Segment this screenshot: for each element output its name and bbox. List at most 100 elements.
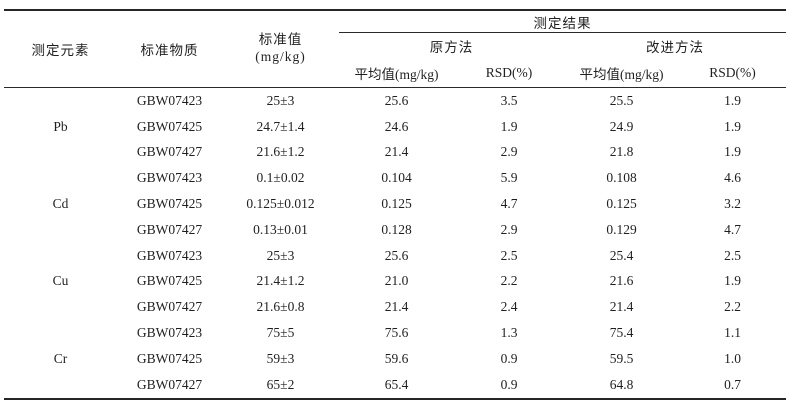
- material-cell: GBW07427: [136, 299, 203, 315]
- orig-mean-cell: 59.6: [384, 350, 409, 366]
- material-cell: GBW07425: [136, 273, 203, 289]
- header-row-sublabels: 平均值(mg/kg) RSD(%) 平均值(mg/kg) RSD(%): [4, 59, 786, 88]
- orig-mean-cell: 0.104: [381, 170, 412, 186]
- orig-mean-cell: 25.6: [384, 247, 409, 263]
- impr-mean-cell: 0.129: [606, 221, 637, 237]
- orig-rsd-cell: 2.2: [500, 273, 518, 289]
- impr-mean-cell: 24.9: [609, 118, 634, 134]
- standard-value-cell: 25±3: [266, 92, 295, 108]
- material-cell: GBW07423: [136, 325, 203, 341]
- material-cell: GBW07425: [136, 196, 203, 212]
- element-cell: Pb: [53, 118, 68, 134]
- material-cell: GBW07423: [136, 92, 203, 108]
- impr-rsd-cell: 1.1: [724, 325, 741, 341]
- orig-mean-cell: 24.6: [384, 118, 409, 134]
- impr-rsd-cell: 1.0: [724, 350, 741, 366]
- standard-value-cell: 25±3: [266, 247, 295, 263]
- col-header-orig-mean: 平均值(mg/kg): [339, 59, 454, 88]
- table-row: Cr GBW07423 75±5 75.6 1.3 75.4 1.1: [4, 320, 786, 366]
- impr-rsd-cell: 4.6: [724, 170, 741, 186]
- table-row: GBW07427 21.6±1.2 21.4 2.9 21.8 1.9: [4, 140, 786, 166]
- orig-rsd-cell: 3.5: [500, 92, 518, 108]
- table-row: GBW07425 0.125±0.012 0.125 4.7 0.125 3.2: [4, 191, 786, 217]
- table-row: GBW07425 24.7±1.4 24.6 1.9 24.9 1.9: [4, 114, 786, 140]
- table-row: GBW07425 59±3 59.6 0.9 59.5 1.0: [4, 346, 786, 372]
- orig-rsd-cell: 2.9: [500, 144, 518, 160]
- orig-mean-cell: 75.6: [384, 325, 409, 341]
- impr-mean-cell: 0.108: [606, 170, 637, 186]
- standard-value-cell: 0.125±0.012: [246, 196, 315, 212]
- orig-rsd-cell: 4.7: [500, 196, 518, 212]
- orig-rsd-cell: 1.3: [500, 325, 518, 341]
- material-cell: GBW07427: [136, 376, 203, 392]
- material-cell: GBW07423: [136, 247, 203, 263]
- table-row: GBW07427 0.13±0.01 0.128 2.9 0.129 4.7: [4, 217, 786, 243]
- orig-rsd-cell: 0.9: [500, 376, 518, 392]
- col-header-material: 标准物质: [117, 10, 222, 88]
- orig-mean-cell: 21.4: [384, 299, 409, 315]
- standard-value-cell: 75±5: [266, 325, 295, 341]
- impr-rsd-cell: 2.5: [724, 247, 741, 263]
- standard-value-cell: 24.7±1.4: [256, 118, 305, 134]
- orig-mean-cell: 65.4: [384, 376, 409, 392]
- col-header-orig-rsd: RSD(%): [454, 59, 564, 88]
- impr-mean-cell: 21.8: [609, 144, 634, 160]
- col-header-standard-value: 标准值 (mg/kg): [222, 10, 339, 88]
- table-row: Cu GBW07423 25±3 25.6 2.5 25.4 2.5: [4, 243, 786, 289]
- standard-value-line2: (mg/kg): [255, 49, 306, 64]
- impr-mean-cell: 25.4: [609, 247, 634, 263]
- orig-rsd-cell: 2.4: [500, 299, 518, 315]
- impr-rsd-cell: 1.9: [724, 144, 741, 160]
- orig-rsd-cell: 2.5: [500, 247, 518, 263]
- header-row-results: 测定元素 标准物质 标准值 (mg/kg) 测定结果: [4, 10, 786, 88]
- orig-mean-cell: 0.128: [381, 221, 412, 237]
- impr-rsd-cell: 1.9: [724, 273, 741, 289]
- col-header-impr-rsd: RSD(%): [679, 59, 786, 88]
- material-cell: GBW07427: [136, 144, 203, 160]
- standard-value-cell: 21.6±1.2: [256, 144, 305, 160]
- group-header-results: 测定结果: [339, 10, 786, 33]
- impr-rsd-cell: 0.7: [724, 376, 741, 392]
- standard-value-cell: 65±2: [266, 376, 295, 392]
- impr-mean-cell: 59.5: [609, 350, 634, 366]
- standard-value-cell: 59±3: [266, 350, 295, 366]
- impr-rsd-cell: 3.2: [724, 196, 741, 212]
- impr-mean-cell: 64.8: [609, 376, 634, 392]
- element-cell: Cd: [52, 196, 69, 212]
- element-cell: Cu: [52, 273, 69, 289]
- header-row-methods: 原方法 改进方法: [4, 33, 786, 60]
- orig-mean-cell: 0.125: [381, 196, 412, 212]
- table-header: 测定元素 标准物质 标准值 (mg/kg) 测定结果 原方法 改进方法 平均值(…: [4, 10, 786, 88]
- impr-mean-cell: 75.4: [609, 325, 634, 341]
- standard-value-cell: 21.4±1.2: [256, 273, 305, 289]
- material-cell: GBW07423: [136, 170, 203, 186]
- impr-rsd-cell: 1.9: [724, 118, 741, 134]
- results-table: 测定元素 标准物质 标准值 (mg/kg) 测定结果 原方法 改进方法 平均值(…: [4, 9, 786, 400]
- standard-value-line1: 标准值: [258, 32, 303, 48]
- col-header-element: 测定元素: [4, 10, 117, 88]
- orig-rsd-cell: 2.9: [500, 221, 518, 237]
- col-header-impr-mean: 平均值(mg/kg): [564, 59, 679, 88]
- table-row: Pb GBW07423 25±3 25.6 3.5 25.5 1.9: [4, 88, 786, 134]
- impr-rsd-cell: 2.2: [724, 299, 741, 315]
- table-row: GBW07427 65±2 65.4 0.9 64.8 0.7: [4, 372, 786, 399]
- table-body: Pb GBW07423 25±3 25.6 3.5 25.5 1.9 GBW07…: [4, 88, 786, 399]
- orig-mean-cell: 21.4: [384, 144, 409, 160]
- table-row: GBW07427 21.6±0.8 21.4 2.4 21.4 2.2: [4, 294, 786, 320]
- impr-rsd-cell: 1.9: [724, 92, 741, 108]
- method-header-improved: 改进方法: [646, 40, 704, 55]
- material-cell: GBW07427: [136, 221, 203, 237]
- impr-mean-cell: 25.5: [609, 92, 634, 108]
- table-row: GBW07425 21.4±1.2 21.0 2.2 21.6 1.9: [4, 269, 786, 295]
- orig-rsd-cell: 0.9: [500, 350, 518, 366]
- impr-rsd-cell: 4.7: [724, 221, 741, 237]
- impr-mean-cell: 0.125: [606, 196, 637, 212]
- standard-value-cell: 21.6±0.8: [256, 299, 305, 315]
- table-row: Cd GBW07423 0.1±0.02 0.104 5.9 0.108 4.6: [4, 165, 786, 211]
- standard-value-cell: 0.1±0.02: [256, 170, 305, 186]
- material-cell: GBW07425: [136, 350, 203, 366]
- standard-value-cell: 0.13±0.01: [253, 221, 308, 237]
- orig-rsd-cell: 5.9: [500, 170, 518, 186]
- orig-mean-cell: 25.6: [384, 92, 409, 108]
- method-header-original: 原方法: [429, 40, 474, 55]
